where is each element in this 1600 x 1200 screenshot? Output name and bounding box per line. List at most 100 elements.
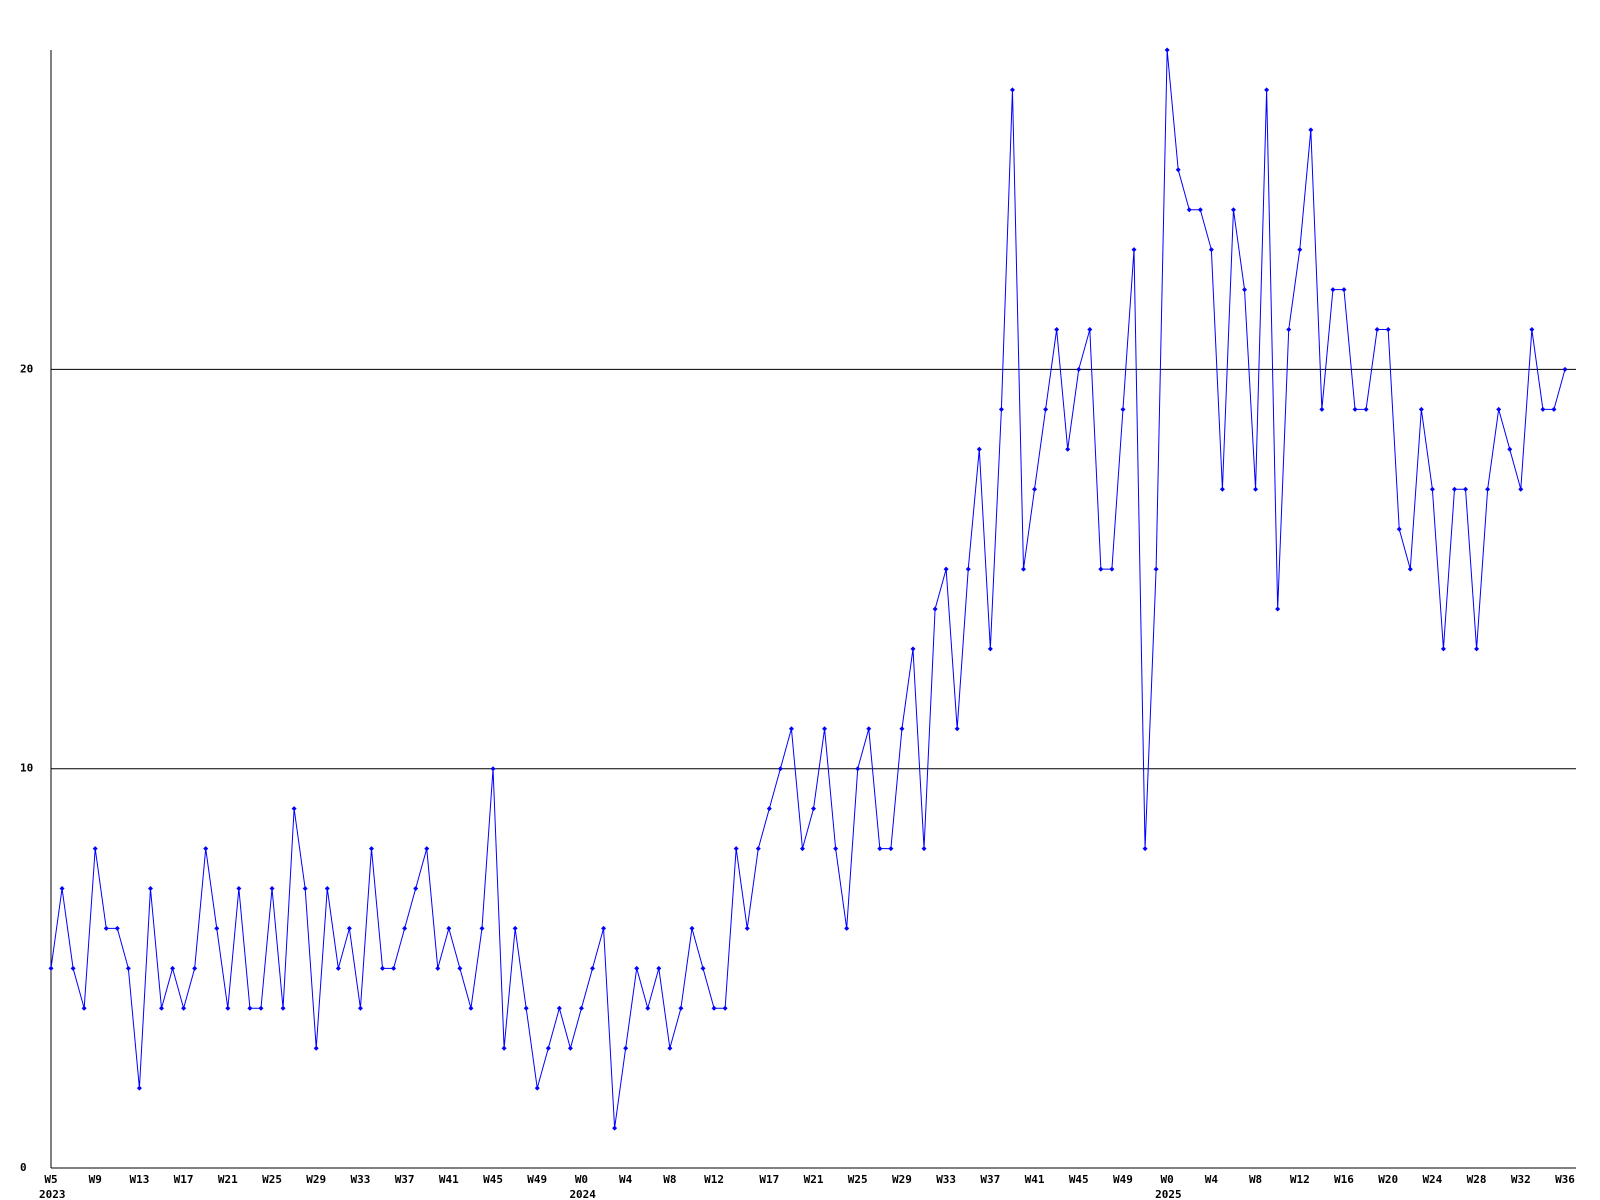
point (1451, 486, 1457, 492)
point (844, 925, 850, 931)
x-tick-label: W5 (44, 1173, 57, 1186)
x-tick-label: W37 (980, 1173, 1000, 1186)
point (92, 846, 98, 852)
point (545, 1045, 551, 1051)
point (921, 846, 927, 852)
point (1286, 327, 1292, 332)
x-tick-label: W21 (804, 1173, 824, 1186)
x-tick-label: W21 (218, 1173, 238, 1186)
point (1197, 207, 1203, 213)
y-tick-label: 10 (20, 762, 33, 775)
x-tick-label: W45 (1069, 1173, 1089, 1186)
x-tick-label: W33 (936, 1173, 956, 1186)
x-tick-label: W32 (1511, 1173, 1531, 1186)
point (1230, 207, 1236, 213)
point (523, 1005, 529, 1011)
point (855, 766, 861, 772)
point (1242, 287, 1248, 293)
point (1219, 486, 1225, 492)
x-tick-label: W8 (1249, 1173, 1262, 1186)
point (1153, 566, 1159, 572)
point (1463, 486, 1469, 492)
point (435, 965, 441, 971)
point (1352, 406, 1358, 412)
point (601, 925, 607, 931)
x-tick-label: W25 (262, 1173, 282, 1186)
x-tick-label: W45 (483, 1173, 503, 1186)
point (335, 965, 341, 971)
point (623, 1045, 629, 1051)
point (932, 606, 938, 612)
point (1374, 327, 1380, 332)
x-tick-label: W49 (527, 1173, 547, 1186)
point (247, 1005, 253, 1011)
point (468, 1005, 474, 1011)
point (634, 965, 640, 971)
x-tick-label: W4 (619, 1173, 633, 1186)
point (1385, 327, 1391, 332)
point (1087, 327, 1093, 332)
x-tick-label: W24 (1422, 1173, 1442, 1186)
point (1054, 327, 1060, 332)
x-tick-label: W16 (1334, 1173, 1354, 1186)
point (181, 1005, 187, 1011)
point (324, 886, 330, 891)
point (59, 886, 65, 891)
point (965, 566, 971, 572)
point (578, 1005, 584, 1011)
point (976, 446, 982, 452)
point (236, 886, 242, 891)
x-tick-label: W37 (395, 1173, 415, 1186)
x-tick-label: W20 (1378, 1173, 1398, 1186)
x-tick-label: W17 (759, 1173, 779, 1186)
point (1297, 247, 1303, 253)
x-tick-label: W49 (1113, 1173, 1133, 1186)
point (103, 925, 109, 931)
point (766, 806, 772, 812)
point (866, 726, 872, 732)
point (1485, 486, 1491, 492)
point (612, 1125, 618, 1131)
point (1253, 486, 1259, 492)
point (1142, 846, 1148, 852)
point (822, 726, 828, 732)
point (1164, 47, 1170, 53)
point (402, 925, 408, 931)
point (1175, 167, 1181, 173)
x-tick-label: W4 (1205, 1173, 1219, 1186)
point (424, 846, 430, 852)
point (1208, 247, 1214, 253)
point (81, 1005, 87, 1011)
point (700, 965, 706, 971)
x-tick-label: W17 (174, 1173, 194, 1186)
point (1529, 327, 1535, 332)
point (1308, 127, 1314, 133)
x-tick-label: W41 (439, 1173, 459, 1186)
point (413, 886, 419, 891)
point (1407, 566, 1413, 572)
point (1098, 566, 1104, 572)
point (1043, 406, 1049, 412)
point (1109, 566, 1115, 572)
x-tick-label: W0 (575, 1173, 588, 1186)
point (1418, 406, 1424, 412)
point (689, 925, 695, 931)
point (391, 965, 397, 971)
point (1540, 406, 1546, 412)
point (755, 846, 761, 852)
point (1186, 207, 1192, 213)
point (70, 965, 76, 971)
x-tick-label: W13 (129, 1173, 149, 1186)
point (711, 1005, 717, 1011)
point (1120, 406, 1126, 412)
point (1319, 406, 1325, 412)
point (556, 1005, 562, 1011)
x-tick-label: W29 (306, 1173, 326, 1186)
point (656, 965, 662, 971)
point (501, 1045, 507, 1051)
point (590, 965, 596, 971)
point (114, 925, 120, 931)
point (479, 925, 485, 931)
